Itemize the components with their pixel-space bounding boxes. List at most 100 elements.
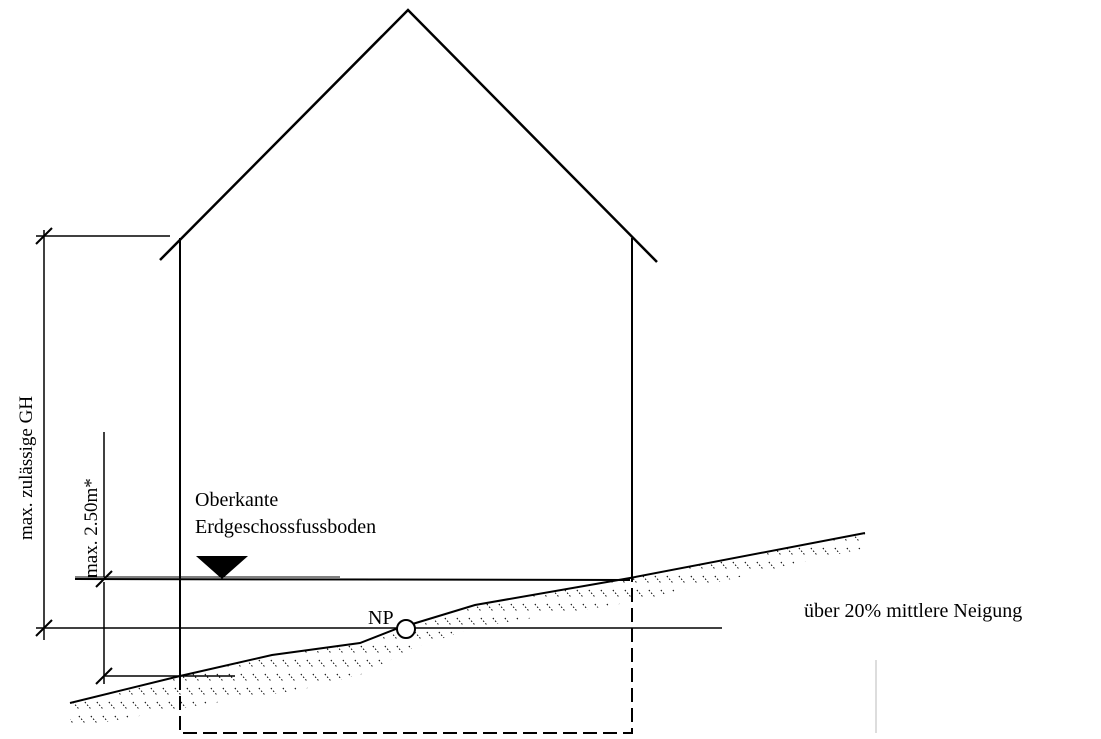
max-gh-label: max. zulässige GH	[16, 396, 37, 540]
hatch-stroke	[132, 645, 140, 654]
hatch-stroke	[864, 673, 865, 682]
hatch-stroke	[612, 533, 620, 542]
hatch-stroke	[150, 687, 158, 696]
hatch-stroke	[588, 673, 596, 682]
hatch-stroke	[342, 547, 350, 556]
hatch-stroke	[102, 715, 110, 724]
hatch-stroke	[306, 659, 314, 668]
hatch-stroke	[450, 631, 458, 640]
hatch-stroke	[258, 659, 266, 668]
hatch-stroke	[660, 617, 668, 626]
hatch-stroke	[618, 659, 626, 668]
hatch-stroke	[444, 645, 452, 654]
hatch-stroke	[240, 673, 248, 682]
hatch-stroke	[846, 715, 854, 724]
hatch-stroke	[426, 547, 434, 556]
hatch-stroke	[600, 533, 608, 542]
hatch-stroke	[186, 547, 194, 556]
hatch-stroke	[504, 645, 512, 654]
hatch-stroke	[61, 646, 67, 653]
hatch-stroke	[522, 687, 530, 696]
hatch-stroke	[72, 589, 80, 598]
hatch-stroke	[642, 575, 650, 584]
hatch-stroke	[240, 617, 248, 626]
hatch-stroke	[330, 547, 338, 556]
hatch-stroke	[858, 547, 865, 556]
hatch-stroke	[90, 631, 98, 640]
hatch-stroke	[414, 603, 422, 612]
hatch-stroke	[666, 715, 674, 724]
hatch-stroke	[768, 533, 776, 542]
hatch-stroke	[612, 617, 620, 626]
hatch-stroke	[636, 561, 644, 570]
hatch-stroke	[600, 617, 608, 626]
hatch-stroke	[834, 547, 842, 556]
hatch-stroke	[336, 673, 344, 682]
hatch-stroke	[264, 673, 272, 682]
hatch-stroke	[192, 645, 200, 654]
hatch-stroke	[72, 645, 80, 654]
hatch-stroke	[504, 533, 512, 542]
hatch-stroke	[504, 561, 512, 570]
hatch-stroke	[282, 547, 290, 556]
hatch-stroke	[72, 561, 80, 570]
hatch-stroke	[510, 659, 518, 668]
hatch-stroke	[300, 617, 308, 626]
hatch-stroke	[570, 631, 578, 640]
floor-level-line	[74, 578, 631, 581]
hatch-stroke	[768, 673, 776, 682]
hatch-stroke	[391, 520, 397, 527]
hatch-stroke	[624, 701, 632, 710]
hatch-stroke	[444, 701, 452, 710]
hatch-stroke	[210, 715, 218, 724]
hatch-stroke	[516, 673, 524, 682]
basement-outline	[179, 580, 633, 734]
hatch-stroke	[877, 702, 883, 709]
hatch-stroke	[228, 645, 236, 654]
hatch-stroke	[877, 646, 883, 653]
hatch-stroke	[324, 701, 332, 710]
hatch-stroke	[450, 687, 458, 696]
hatch-stroke	[427, 520, 433, 527]
hatch-stroke	[132, 701, 140, 710]
hatch-stroke	[72, 701, 80, 710]
hatch-stroke	[618, 687, 626, 696]
hatch-stroke	[408, 589, 416, 598]
hatch-stroke	[708, 617, 716, 626]
hatch-stroke	[558, 603, 566, 612]
hatch-stroke	[84, 645, 92, 654]
hatch-stroke	[480, 533, 488, 542]
hatch-stroke	[475, 520, 481, 527]
hatch-stroke	[198, 659, 206, 668]
hatch-stroke	[468, 617, 476, 626]
hatch-stroke	[186, 659, 194, 668]
hatch-stroke	[588, 701, 596, 710]
hatch-stroke	[672, 645, 680, 654]
hatch-stroke	[738, 575, 746, 584]
hatch-stroke	[678, 603, 686, 612]
hatch-stroke	[426, 603, 434, 612]
hatch-stroke	[217, 730, 223, 734]
hatch-stroke	[552, 673, 560, 682]
hatch-stroke	[450, 659, 458, 668]
hatch-stroke	[780, 533, 788, 542]
hatch-stroke	[126, 603, 134, 612]
hatch-stroke	[690, 715, 698, 724]
hatch-stroke	[180, 645, 188, 654]
hatch-stroke	[510, 603, 518, 612]
hatch-stroke	[462, 715, 470, 724]
hatch-stroke	[384, 645, 392, 654]
hatch-stroke	[822, 631, 830, 640]
hatch-stroke	[672, 701, 680, 710]
hatch-stroke	[744, 617, 752, 626]
hatch-stroke	[780, 561, 788, 570]
hatch-stroke	[457, 730, 463, 734]
hatch-stroke	[456, 645, 464, 654]
hatch-stroke	[576, 561, 584, 570]
hatch-stroke	[270, 715, 278, 724]
hatch-stroke	[402, 715, 410, 724]
hatch-stroke	[312, 673, 320, 682]
hatch-stroke	[582, 715, 590, 724]
hatch-stroke	[786, 659, 794, 668]
